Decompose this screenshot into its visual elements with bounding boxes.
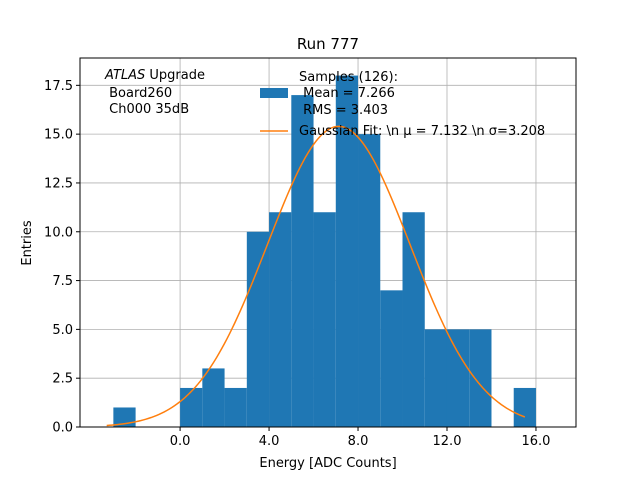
legend-samples-line: Mean = 7.266 xyxy=(299,86,395,101)
annotation-atlas: ATLAS xyxy=(104,68,145,83)
histogram-bar xyxy=(424,329,447,427)
x-tick-label: 12.0 xyxy=(433,434,462,449)
x-tick-label: 8.0 xyxy=(348,434,369,449)
histogram-bar xyxy=(291,95,314,427)
legend-samples-line: RMS = 3.403 xyxy=(299,103,388,118)
histogram-bar xyxy=(380,290,403,427)
histogram-bar xyxy=(269,212,292,427)
y-tick-label: 5.0 xyxy=(52,323,73,338)
y-tick-label: 7.5 xyxy=(52,274,73,289)
annotation-line: Ch000 35dB xyxy=(105,102,189,117)
y-tick-label: 15.0 xyxy=(44,128,73,143)
histogram-bar xyxy=(469,329,492,427)
axes-frame xyxy=(79,57,577,428)
annotation-line: Board260 xyxy=(105,86,172,101)
histogram-bars xyxy=(113,75,536,428)
histogram-bar xyxy=(513,387,536,427)
histogram-bar xyxy=(202,368,225,427)
y-tick-label: 10.0 xyxy=(44,225,73,240)
annotation-box: ATLAS Upgrade Board260 Ch000 35dB xyxy=(104,68,205,117)
histogram-bar xyxy=(224,387,247,427)
chart-title: Run 777 xyxy=(297,35,359,53)
histogram-bar xyxy=(358,134,381,427)
y-tick-label: 12.5 xyxy=(44,176,73,191)
x-tick-label: 4.0 xyxy=(259,434,280,449)
legend-fit-label: Gaussian Fit: \n μ = 7.132 \n σ=3.208 xyxy=(299,124,545,139)
histogram-bar xyxy=(335,75,359,428)
gaussian-fit-line xyxy=(106,125,526,427)
x-axis-label: Energy [ADC Counts] xyxy=(259,456,396,471)
histogram-bar xyxy=(402,212,425,427)
x-tick-label: 16.0 xyxy=(521,434,550,449)
histogram-bar xyxy=(246,231,270,427)
y-tick-label: 2.5 xyxy=(52,372,73,387)
y-tick-label: 0.0 xyxy=(52,421,73,436)
legend-samples-line: Samples (126): xyxy=(299,70,398,85)
histogram-bar xyxy=(313,212,336,427)
histogram-bar xyxy=(446,329,470,427)
x-tick-label: 0.0 xyxy=(170,434,191,449)
y-axis-ticks: 0.0 2.5 5.0 7.5 10.0 12.5 15.0 17.5 xyxy=(44,79,80,436)
legend: Samples (126): Mean = 7.266 RMS = 3.403 … xyxy=(260,70,545,139)
x-axis-ticks: 0.0 4.0 8.0 12.0 16.0 xyxy=(170,427,550,449)
legend-swatch-samples xyxy=(260,88,288,98)
y-axis-label: Entries xyxy=(20,220,35,266)
y-tick-label: 17.5 xyxy=(44,79,73,94)
annotation-upgrade: Upgrade xyxy=(145,68,205,83)
annotation-line: ATLAS Upgrade xyxy=(104,68,205,83)
histogram-bar xyxy=(180,387,203,427)
